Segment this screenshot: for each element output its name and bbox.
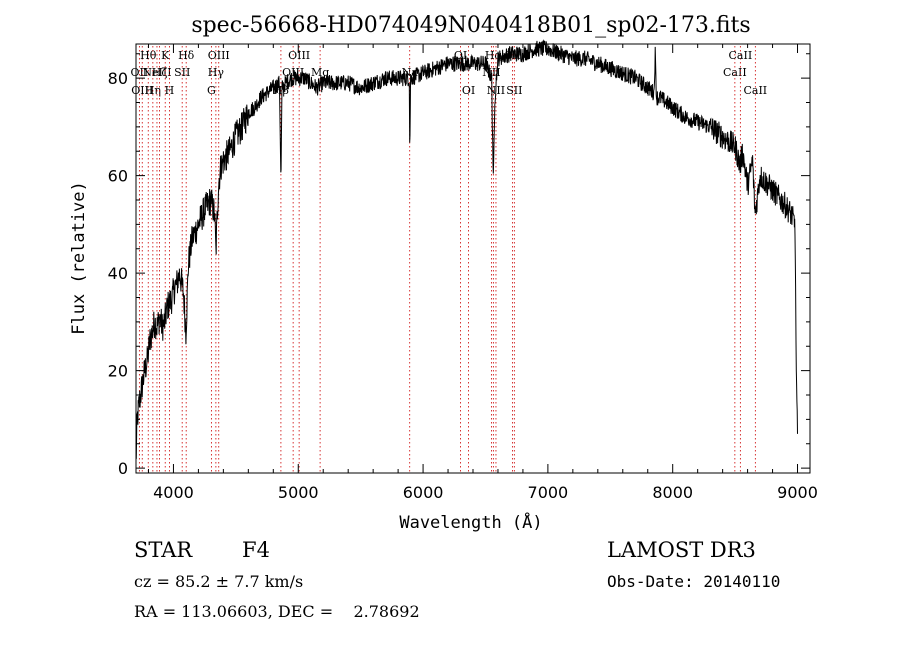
spectrum-line (135, 39, 798, 459)
x-axis-label: Wavelength (Å) (399, 511, 542, 533)
line-marker-label: H (165, 84, 175, 97)
y-axis-label: Flux (relative) (69, 181, 89, 335)
plot-frame (135, 43, 811, 474)
spectrum-series (135, 39, 798, 459)
y-tick-label: 20 (108, 362, 128, 381)
y-tick-label: 40 (108, 264, 128, 283)
y-tick-label: 0 (118, 459, 128, 478)
line-marker-label: CaII (743, 84, 767, 97)
line-marker-label: CaII (723, 66, 747, 79)
object-class: STAR (134, 538, 193, 562)
line-marker-label: G (207, 84, 216, 97)
line-marker-label: K (161, 49, 170, 62)
line-marker-label: OIII (208, 49, 230, 62)
x-tick-label: 5000 (278, 483, 319, 502)
x-tick-label: 6000 (403, 483, 444, 502)
y-tick-label: 80 (108, 69, 128, 88)
line-marker-label: OIII (131, 84, 153, 97)
axes: 4000 5000 6000 7000 8000 9000 0 20 40 60 80 (108, 44, 818, 502)
line-marker-label: OI (462, 84, 475, 97)
chart-title: spec-56668-HD074049N040418B01_sp02-173.f… (191, 13, 750, 38)
x-tick-label: 7000 (528, 483, 569, 502)
y-tick-label: 60 (108, 167, 128, 186)
x-tick-label: 4000 (153, 483, 194, 502)
obs-date: Obs-Date: 20140110 (607, 572, 781, 591)
line-marker-label: Hδ (178, 49, 195, 62)
object-subclass: F4 (242, 538, 270, 562)
survey-name: LAMOST DR3 (607, 538, 756, 562)
line-marker-label: SII (506, 84, 522, 97)
line-marker-label: NeIII (142, 66, 171, 79)
line-marker-label: Hζ (152, 66, 168, 79)
line-marker-label: Hθ (140, 49, 157, 62)
line-markers: OIIOIIIHθHηNeIIIHζKHSIIHδGHγOIIIHβOIIIOI… (131, 46, 767, 473)
x-tick-label: 8000 (652, 483, 693, 502)
coordinates-readout: RA = 113.06603, DEC = 2.78692 (134, 602, 420, 621)
line-marker-label: Hη (145, 84, 161, 97)
line-marker-label: CaII (729, 49, 753, 62)
line-marker-label: OII (131, 66, 149, 79)
redshift-readout: cz = 85.2 ± 7.7 km/s (134, 572, 304, 591)
line-marker-label: Hγ (208, 66, 225, 79)
line-marker-label: SII (174, 66, 190, 79)
line-marker-label: OIII (288, 49, 310, 62)
x-tick-label: 9000 (777, 483, 818, 502)
